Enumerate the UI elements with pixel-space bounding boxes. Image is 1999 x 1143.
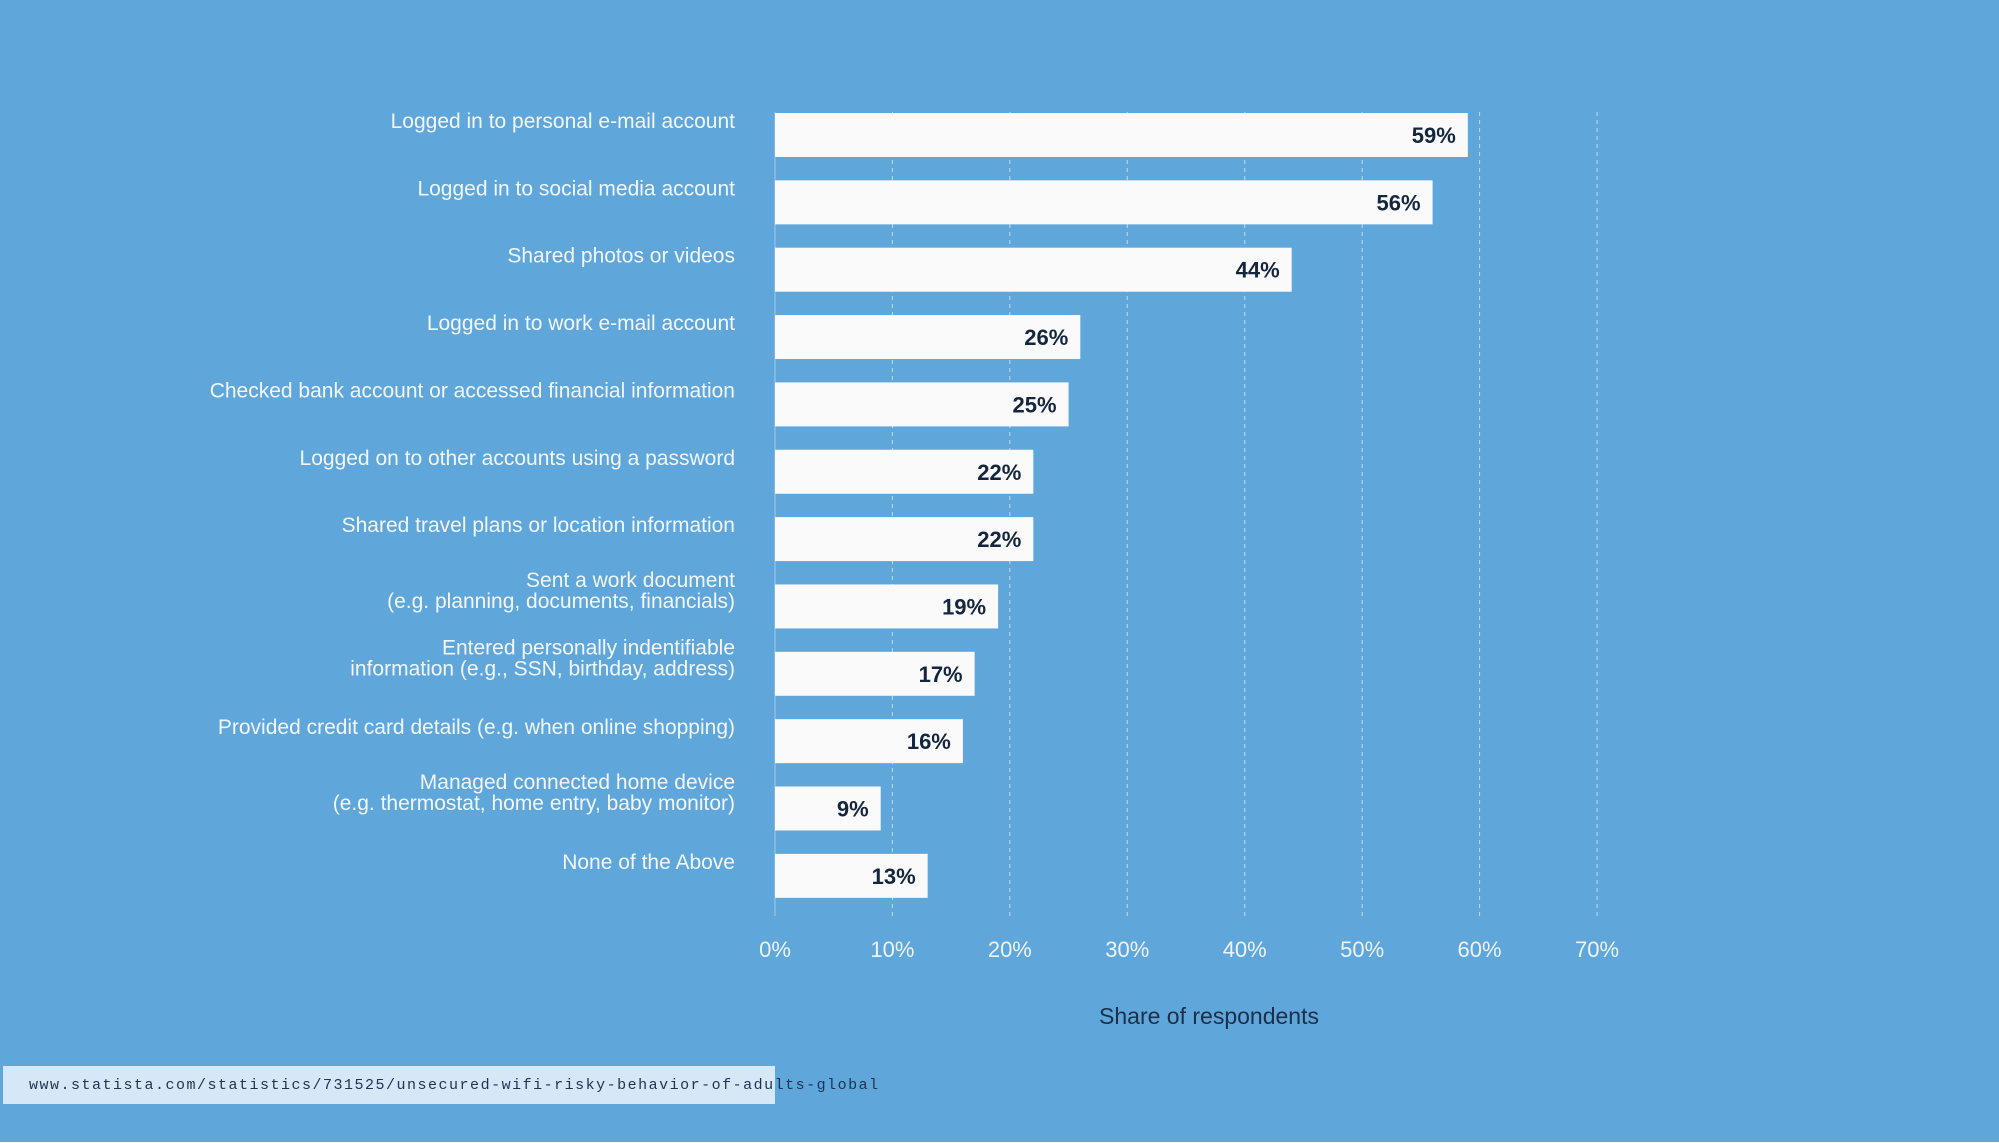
x-tick-label: 50%: [1340, 937, 1384, 962]
category-label: Managed connected home device: [420, 771, 735, 794]
category-label: Sent a work document: [526, 569, 735, 592]
value-label: 22%: [977, 460, 1021, 485]
x-axis-ticks: 0% 10% 20% 30% 40% 50% 60% 70%: [759, 937, 1619, 962]
category-label: None of the Above: [562, 851, 735, 874]
value-label: 17%: [919, 662, 963, 687]
value-label: 56%: [1377, 190, 1421, 215]
value-label: 25%: [1013, 392, 1057, 417]
value-label: 13%: [872, 864, 916, 889]
bar: [775, 315, 1081, 360]
bar: [775, 719, 963, 764]
bar: [775, 247, 1292, 292]
value-label: 22%: [977, 527, 1021, 552]
bar: [775, 517, 1034, 562]
category-label: Entered personally indentifiable: [442, 636, 735, 659]
category-label: Logged in to social media account: [417, 177, 735, 200]
category-labels: Logged in to personal e-mail account Logg…: [210, 110, 735, 874]
x-tick-label: 70%: [1575, 937, 1619, 962]
x-tick-label: 0%: [759, 937, 791, 962]
x-tick-label: 30%: [1105, 937, 1149, 962]
value-label: 44%: [1236, 258, 1280, 283]
bars: [775, 113, 1468, 898]
bar: [775, 113, 1468, 157]
bar: [775, 651, 975, 696]
value-labels: 59% 56% 44% 26% 25% 22% 22% 19% 17% 16% 9% 13%: [837, 123, 1456, 889]
category-label: Logged in to personal e-mail account: [391, 110, 736, 133]
value-label: 59%: [1412, 123, 1456, 148]
source-url[interactable]: www.statista.com/statistics/731525/unsec…: [29, 1076, 880, 1094]
category-label: information (e.g., SSN, birthday, addres…: [350, 657, 735, 680]
category-label: Shared photos or videos: [507, 245, 735, 268]
value-label: 16%: [907, 729, 951, 754]
value-label: 26%: [1024, 325, 1068, 350]
category-label: Checked bank account or accessed financi…: [210, 379, 735, 402]
category-label: Logged on to other accounts using a pass…: [300, 447, 735, 470]
x-tick-label: 40%: [1223, 937, 1267, 962]
value-label: 9%: [837, 797, 869, 822]
category-label: Logged in to work e-mail account: [427, 312, 735, 335]
x-tick-label: 60%: [1458, 937, 1502, 962]
category-label: (e.g. thermostat, home entry, baby monit…: [333, 792, 735, 815]
bar: [775, 382, 1069, 427]
bar: [775, 786, 881, 831]
gridlines: [774, 112, 1598, 916]
category-label: Shared travel plans or location informat…: [342, 514, 735, 537]
value-label: 19%: [942, 594, 986, 619]
source-link-box[interactable]: www.statista.com/statistics/731525/unsec…: [3, 1066, 878, 1104]
x-tick-label: 20%: [988, 937, 1032, 962]
bar: [775, 449, 1034, 494]
bar: [775, 584, 999, 629]
x-axis-title: Share of respondents: [1099, 1003, 1319, 1029]
bar: [775, 180, 1433, 225]
category-label: (e.g. planning, documents, financials): [387, 590, 735, 613]
x-tick-label: 10%: [870, 937, 914, 962]
bar: [775, 853, 928, 898]
category-label: Provided credit card details (e.g. when …: [218, 716, 735, 739]
